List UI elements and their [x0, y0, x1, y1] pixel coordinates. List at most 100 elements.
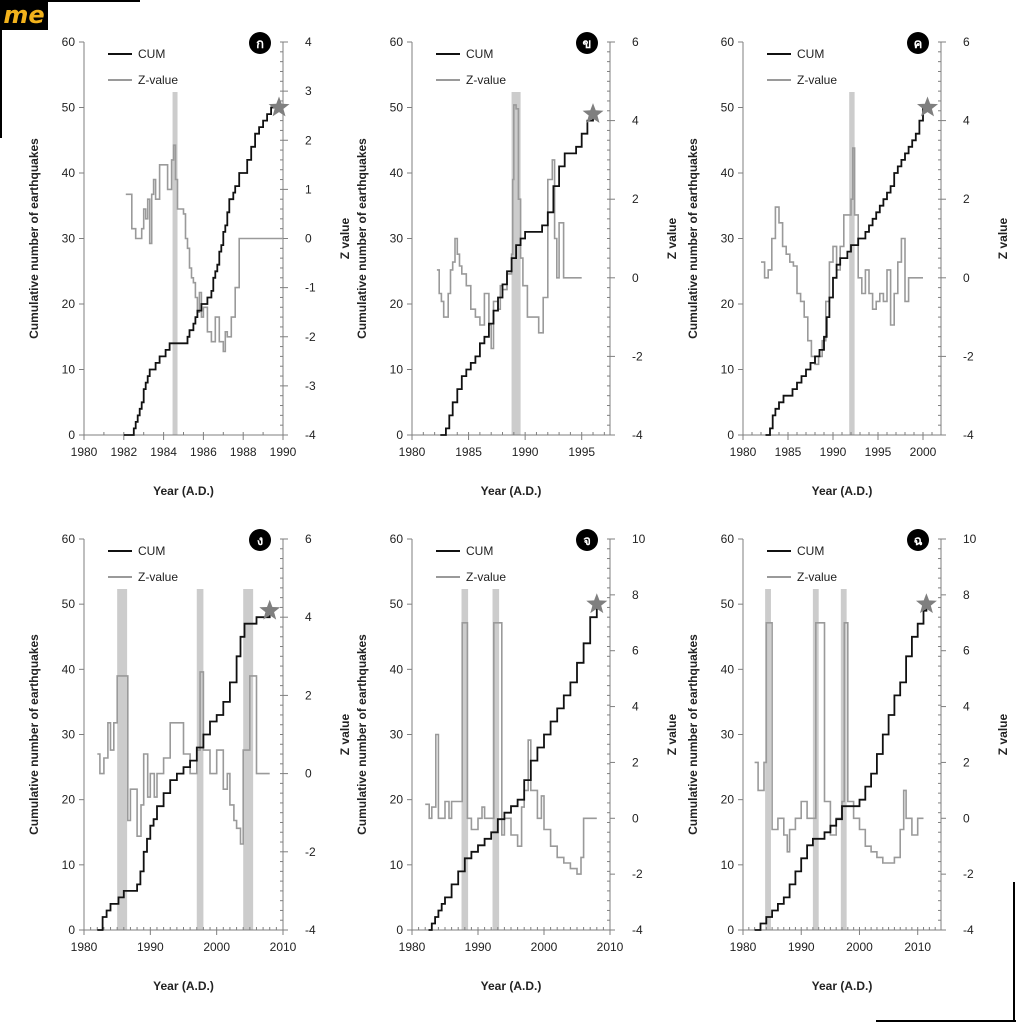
y-tick-label: 10: [721, 858, 735, 872]
x-tick-label: 1980: [730, 940, 757, 954]
x-tick-label: 2000: [203, 940, 230, 954]
y-tick-label: 20: [62, 297, 76, 311]
y-tick-label: 50: [390, 597, 404, 611]
y2-tick-label: 4: [305, 610, 312, 624]
x-tick-label: 1980: [71, 445, 98, 459]
cum-line: [97, 610, 271, 931]
y2-tick-label: 6: [305, 532, 312, 546]
y2-tick-label: 0: [963, 811, 970, 825]
y2-tick-label: -4: [963, 923, 974, 937]
x-tick-label: 1990: [270, 445, 297, 459]
y-axis-title: Cumulative number of earthquakes: [27, 634, 41, 835]
corner-mark-left: [0, 30, 2, 138]
y-tick-label: 50: [62, 597, 76, 611]
y2-tick-label: -4: [305, 428, 316, 442]
y-tick-label: 60: [721, 532, 735, 546]
x-tick-label: 2000: [531, 940, 558, 954]
panel-badge: [249, 32, 271, 54]
y-tick-label: 60: [390, 532, 404, 546]
brand-logo: me: [0, 0, 48, 30]
y-tick-label: 60: [62, 35, 76, 49]
y2-tick-label: 2: [305, 133, 312, 147]
y2-axis-title: Z value: [996, 714, 1010, 756]
y2-tick-label: -2: [305, 330, 316, 344]
y-tick-label: 50: [721, 597, 735, 611]
legend-label-cum: CUM: [466, 544, 493, 558]
y-tick-label: 60: [62, 532, 76, 546]
highlight-band: [243, 589, 254, 930]
y-tick-label: 50: [62, 101, 76, 115]
x-axis-title: Year (A.D.): [153, 979, 214, 993]
cum-line: [440, 114, 594, 436]
y-tick-label: 0: [396, 428, 403, 442]
y2-tick-label: -4: [632, 923, 643, 937]
y-tick-label: 10: [721, 363, 735, 377]
y2-tick-label: 2: [963, 192, 970, 206]
highlight-band: [849, 92, 855, 435]
y2-tick-label: 10: [963, 532, 977, 546]
legend-label-z: Z-value: [138, 570, 178, 584]
y2-axis-title: Z value: [338, 218, 352, 260]
y2-tick-label: -3: [305, 379, 316, 393]
z-value-line: [97, 671, 270, 845]
highlight-band: [196, 589, 204, 930]
y2-tick-label: 4: [963, 114, 970, 128]
panel-badge: [249, 529, 271, 551]
y-axis-title: Cumulative number of earthquakes: [355, 634, 369, 835]
highlight-band: [117, 589, 128, 930]
legend-label-cum: CUM: [797, 544, 824, 558]
x-tick-label: 1990: [512, 445, 539, 459]
corner-mark-bottom: [876, 1020, 1016, 1022]
mainshock-star-marker: [916, 593, 937, 614]
y-tick-label: 30: [721, 232, 735, 246]
x-tick-label: 1988: [230, 445, 257, 459]
y2-tick-label: 2: [963, 755, 970, 769]
y2-tick-label: 10: [632, 532, 646, 546]
chart-panel-4: 1980 1990 2000 2010 0 10 20 30 40 50 60 -4 -2 0 2 4 6 Yea…: [27, 529, 352, 993]
y-tick-label: 30: [390, 232, 404, 246]
y2-tick-label: 8: [963, 588, 970, 602]
y-axis-title: Cumulative number of earthquakes: [686, 634, 700, 835]
corner-mark-right: [1013, 882, 1015, 1022]
y-tick-label: 40: [390, 662, 404, 676]
y2-tick-label: 6: [632, 35, 639, 49]
y2-tick-label: 0: [305, 767, 312, 781]
y2-tick-label: 1: [305, 182, 312, 196]
highlight-band: [765, 589, 771, 930]
y2-tick-label: 0: [632, 811, 639, 825]
cum-line: [765, 107, 924, 436]
x-tick-label: 1995: [865, 445, 892, 459]
x-tick-label: 1980: [399, 445, 426, 459]
y2-tick-label: 8: [632, 588, 639, 602]
y2-tick-label: 2: [632, 755, 639, 769]
z-value-line: [125, 144, 283, 353]
x-tick-label: 2000: [846, 940, 873, 954]
legend-label-z: Z-value: [138, 73, 178, 87]
y-tick-label: 30: [390, 728, 404, 742]
legend-label-cum: CUM: [138, 544, 165, 558]
panel-badge: [907, 32, 929, 54]
y2-tick-label: -4: [305, 923, 316, 937]
legend-label-cum: CUM: [466, 47, 493, 61]
chart-panel-3: 1980 1985 1990 1995 2000 0 10 20 30 40 50 60 -4 -2 0 2 4…: [686, 32, 1010, 498]
x-tick-label: 1982: [110, 445, 137, 459]
chart-panel-2: 1980 1985 1990 1995 0 10 20 30 40 50 60 -4 -2 0 2 4 6 Yea…: [355, 32, 679, 498]
y-tick-label: 10: [62, 363, 76, 377]
x-tick-label: 2010: [904, 940, 931, 954]
y-tick-label: 20: [721, 297, 735, 311]
x-axis-title: Year (A.D.): [153, 484, 214, 498]
z-value-line: [436, 104, 582, 350]
y2-tick-label: 0: [305, 232, 312, 246]
y-tick-label: 50: [721, 101, 735, 115]
y-tick-label: 0: [68, 428, 75, 442]
mainshock-star-marker: [582, 103, 604, 123]
y-axis-title: Cumulative number of earthquakes: [686, 138, 700, 339]
y2-tick-label: 4: [632, 700, 639, 714]
corner-mark-top: [48, 0, 140, 2]
y2-tick-label: -4: [632, 428, 643, 442]
x-axis-title: Year (A.D.): [812, 484, 873, 498]
y-tick-label: 10: [62, 858, 76, 872]
y2-tick-label: 4: [963, 700, 970, 714]
cum-line: [123, 106, 279, 436]
x-tick-label: 1995: [568, 445, 595, 459]
